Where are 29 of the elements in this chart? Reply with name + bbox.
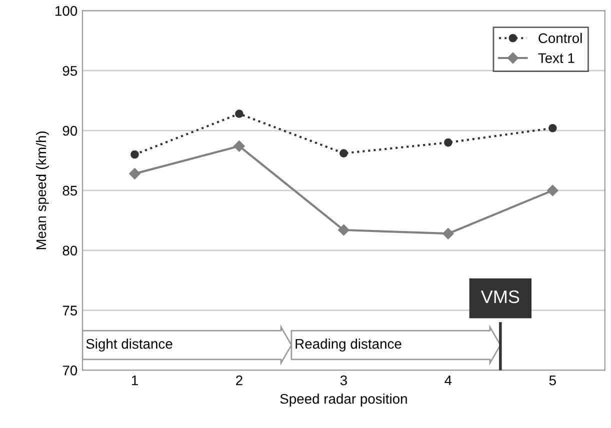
point bbox=[338, 224, 350, 236]
annotation: Reading distance bbox=[296, 338, 402, 352]
y-tick-label: 95 bbox=[62, 66, 78, 76]
y-axis-title: Mean speed (km/h) bbox=[36, 131, 49, 250]
ref-line-label: VMS bbox=[480, 290, 520, 304]
y-tick-label: 70 bbox=[62, 366, 78, 376]
y-tick-label: 90 bbox=[62, 126, 78, 136]
point bbox=[129, 168, 140, 180]
y-tick-label: 80 bbox=[62, 246, 78, 256]
y-tick-label: 75 bbox=[62, 306, 78, 316]
x-tick-label: 3 bbox=[340, 375, 347, 386]
point bbox=[442, 228, 454, 240]
x-tick-label: 2 bbox=[236, 375, 242, 386]
x-tick-label: 4 bbox=[444, 376, 452, 386]
point bbox=[444, 138, 452, 147]
y-tick-label: 100 bbox=[56, 6, 78, 16]
y-tick-label: 85 bbox=[62, 186, 78, 196]
x-axis-title: Speed radar position bbox=[280, 394, 407, 407]
legend-label: Control bbox=[538, 32, 582, 44]
point bbox=[548, 124, 557, 132]
annotation: Sight distance bbox=[86, 338, 172, 352]
point bbox=[234, 140, 245, 152]
point bbox=[130, 150, 139, 159]
x-tick-label: 5 bbox=[549, 376, 556, 386]
x-tick-label: 1 bbox=[132, 376, 138, 386]
point bbox=[235, 110, 244, 118]
point bbox=[547, 184, 558, 196]
legend-label: Text 1 bbox=[538, 53, 574, 64]
point bbox=[340, 149, 348, 158]
